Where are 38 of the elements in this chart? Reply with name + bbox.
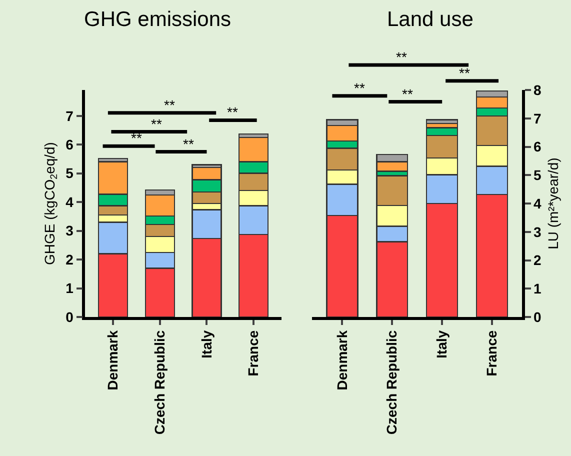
y-tick-label: 4	[534, 195, 542, 212]
text: **	[396, 49, 408, 65]
annotation: **	[131, 130, 142, 146]
annotation: **	[183, 136, 194, 152]
y-axis-title: LU (m²*year/d)	[544, 158, 561, 250]
y-tick-label: 1	[66, 280, 74, 296]
y-tick-label: 7	[66, 108, 74, 124]
y-tick-label: 2	[534, 252, 542, 268]
chart-title: GHG emissions	[84, 8, 232, 31]
y-tick-label: 3	[66, 222, 74, 239]
y-tick-label: 6	[534, 138, 542, 155]
annotation: **	[402, 86, 414, 102]
x-tick-label: France	[484, 330, 500, 376]
x-tick-label: Denmark	[334, 330, 350, 390]
chart-title: Land use	[387, 8, 474, 31]
annotation: **	[164, 97, 176, 113]
y-tick-label: 5	[66, 165, 74, 182]
x-tick-label: Czech Republic	[151, 330, 168, 435]
y-tick-label: 8	[534, 82, 542, 98]
annotation: **	[151, 116, 162, 132]
y-tick-label: 3	[534, 224, 542, 240]
text: **	[459, 65, 470, 81]
y-tick-label: 1	[534, 280, 542, 297]
y-tick-label: 0	[534, 308, 542, 325]
bar	[426, 119, 458, 124]
x-tick-label: Denmark	[104, 330, 121, 390]
y-tick-label: 4	[66, 194, 74, 210]
y-tick-label: 2	[66, 251, 74, 268]
x-tick-label: Czech Republic	[384, 330, 400, 435]
y-tick-label: 6	[66, 136, 74, 152]
y-tick-label: 0	[66, 308, 74, 325]
x-tick-label: Italy	[434, 330, 450, 358]
annotation: **	[227, 104, 238, 120]
x-tick-label: Italy	[198, 330, 214, 358]
x-tick-label: France	[245, 330, 262, 376]
annotation: **	[354, 80, 366, 96]
y-tick-label: 7	[534, 110, 542, 126]
y-tick-label: 5	[534, 167, 542, 184]
